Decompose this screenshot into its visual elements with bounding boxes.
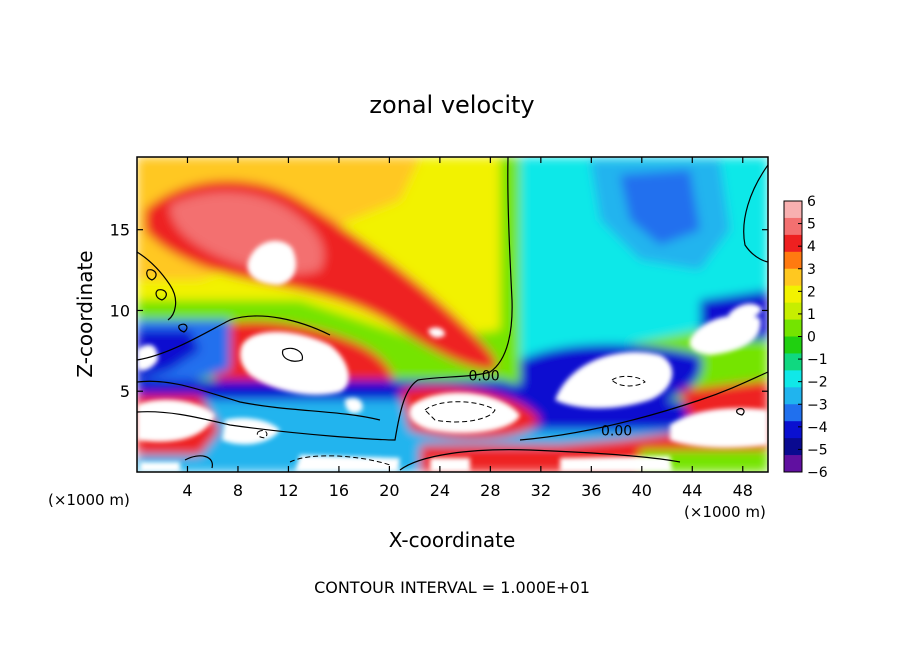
colorbar-segment xyxy=(784,353,802,371)
y-tick-label: 10 xyxy=(110,301,130,320)
x-tick-label: 24 xyxy=(430,481,450,500)
y-axis-label: Z-coordinate xyxy=(73,250,97,377)
colorbar-tick-label: 6 xyxy=(807,194,816,210)
colorbar-segment xyxy=(784,251,802,270)
colorbar-tick-label: −3 xyxy=(807,397,828,413)
colorbar-segment xyxy=(784,234,802,253)
colorbar-segment xyxy=(784,217,802,236)
x-tick-label: 12 xyxy=(278,481,298,500)
colorbar-tick-label: −2 xyxy=(807,375,828,391)
contour-labels: 0.00 0.00 xyxy=(468,369,632,440)
x-tick-label: 44 xyxy=(682,481,702,500)
colorbar-tick-label: −4 xyxy=(807,420,828,436)
y-axis-ticks: 5 10 15 xyxy=(110,221,768,401)
colorbar-tick-label: 0 xyxy=(807,330,816,346)
x-unit-label-left: (×1000 m) xyxy=(48,491,130,509)
x-tick-label: 36 xyxy=(581,481,601,500)
colorbar-tick-label: 4 xyxy=(807,239,816,255)
colorbar-segment xyxy=(784,421,802,439)
x-axis-label: X-coordinate xyxy=(389,528,516,552)
heatmap-field xyxy=(137,157,768,472)
x-tick-label: 8 xyxy=(233,481,243,500)
x-tick-label: 28 xyxy=(480,481,500,500)
colorbar-tick-label: 1 xyxy=(807,307,816,323)
colorbar-segment xyxy=(784,387,802,405)
chart-title: zonal velocity xyxy=(369,91,534,119)
x-unit-label-right: (×1000 m) xyxy=(684,503,766,521)
contour-label: 0.00 xyxy=(601,424,632,440)
x-axis-ticks: 4 8 12 16 20 24 28 32 36 40 44 48 xyxy=(182,157,753,500)
colorbar-tick-label: 5 xyxy=(807,217,816,233)
x-tick-label: 48 xyxy=(733,481,753,500)
colorbar-tick-label: −6 xyxy=(807,465,828,481)
x-tick-label: 16 xyxy=(329,481,349,500)
colorbar-ticks: 6 5 4 3 2 1 0 −1 −2 −3 −4 −5 −6 xyxy=(798,194,828,481)
x-tick-label: 20 xyxy=(379,481,399,500)
colorbar-segment xyxy=(784,336,802,354)
colorbar-segment xyxy=(784,319,802,337)
y-tick-label: 15 xyxy=(110,221,130,240)
dashed-contours xyxy=(256,375,646,466)
contour-lines xyxy=(137,157,768,471)
colorbar-segment xyxy=(784,302,802,321)
x-tick-label: 32 xyxy=(531,481,551,500)
colorbar-segment xyxy=(784,268,802,287)
colorbar-segment xyxy=(784,370,802,388)
colorbar-tick-label: 3 xyxy=(807,262,816,278)
y-tick-label: 5 xyxy=(120,382,130,401)
colorbar-segment xyxy=(784,438,802,456)
x-tick-label: 4 xyxy=(182,481,192,500)
colorbar-tick-label: −1 xyxy=(807,352,828,368)
colorbar-segment xyxy=(784,404,802,422)
colorbar-segment xyxy=(784,455,802,473)
contour-label: 0.00 xyxy=(468,369,499,385)
colorbar-tick-label: 2 xyxy=(807,284,816,300)
colorbar xyxy=(783,200,803,473)
x-tick-label: 40 xyxy=(632,481,652,500)
colorbar-segment xyxy=(784,201,802,219)
contour-interval-footer: CONTOUR INTERVAL = 1.000E+01 xyxy=(314,578,590,597)
colorbar-tick-label: −5 xyxy=(807,442,828,458)
colorbar-segment xyxy=(784,285,802,304)
plot-frame xyxy=(136,156,769,473)
